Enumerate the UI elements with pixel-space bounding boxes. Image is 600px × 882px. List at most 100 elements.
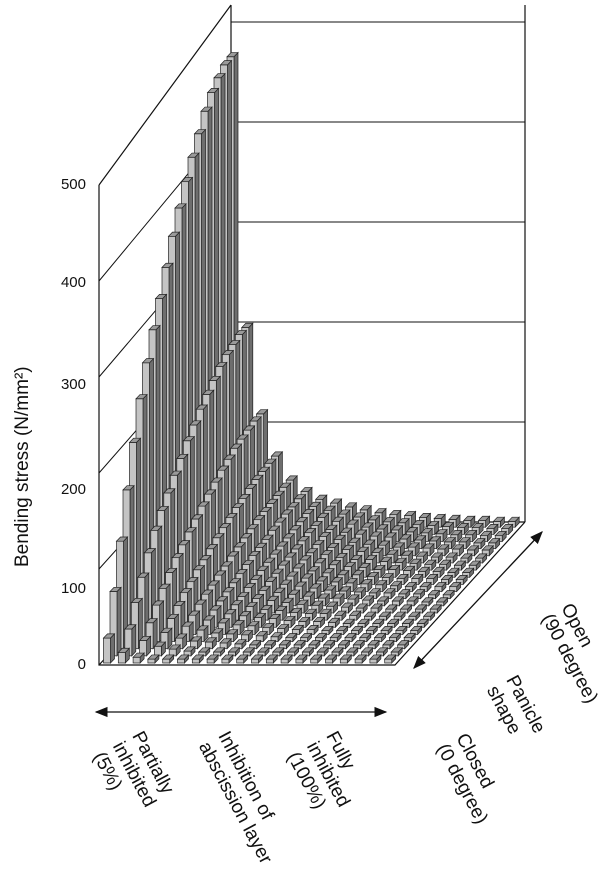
bar-top — [393, 611, 406, 617]
bar — [397, 588, 411, 600]
bar-top — [379, 556, 393, 562]
bar — [324, 654, 338, 664]
bar-top — [179, 588, 193, 594]
bar — [268, 613, 282, 629]
bar-top — [279, 579, 293, 585]
bar-top — [471, 523, 484, 528]
bar-top — [351, 570, 365, 576]
bar-top — [190, 514, 204, 520]
bar-top — [182, 436, 196, 442]
bar-top — [315, 576, 329, 582]
bar-top — [288, 525, 302, 531]
bar-top — [257, 647, 270, 653]
bar — [327, 617, 341, 629]
bar-side — [110, 632, 115, 664]
bar-top — [245, 602, 258, 608]
bar-top — [122, 485, 135, 491]
bar-top — [232, 620, 245, 626]
bar-top — [227, 647, 241, 653]
bar-top — [368, 588, 382, 594]
bar-front — [265, 658, 274, 664]
bar-top — [264, 576, 278, 582]
bar-top — [187, 152, 200, 158]
bar-top — [360, 579, 373, 585]
bar-top — [180, 177, 194, 183]
bar-top — [477, 515, 491, 521]
bar-top — [168, 644, 182, 650]
bar-front — [132, 656, 141, 664]
bar-top — [390, 525, 404, 531]
bar-top — [335, 626, 349, 631]
bar-top — [223, 454, 236, 460]
bar-top — [213, 570, 227, 576]
bar-top — [148, 325, 161, 331]
bar — [367, 639, 380, 650]
bar-top — [492, 516, 506, 522]
bar-top — [399, 534, 412, 540]
bar — [399, 604, 413, 614]
bar-top — [387, 564, 401, 570]
bar-front — [295, 658, 304, 664]
bar-top — [143, 548, 157, 554]
bar-top — [336, 570, 350, 576]
bar-side — [131, 623, 137, 657]
bar-top — [207, 580, 221, 586]
bar — [448, 581, 462, 593]
bar-top — [287, 589, 301, 595]
bar-top — [241, 560, 255, 565]
bar-top — [339, 654, 353, 660]
bar-top — [191, 654, 205, 660]
bar — [363, 611, 377, 621]
bar-front — [325, 658, 333, 664]
bar-top — [239, 533, 253, 539]
bar-top — [255, 409, 269, 415]
bar-top — [210, 477, 223, 483]
bar-top — [339, 527, 353, 533]
bar-top — [206, 88, 220, 93]
bar-top — [314, 633, 328, 639]
bar-top — [242, 647, 256, 653]
bar-top — [382, 640, 395, 646]
bar-top — [323, 505, 336, 511]
bar — [278, 639, 292, 650]
bar — [395, 625, 408, 636]
bar-top — [287, 502, 300, 508]
bar-top — [365, 626, 379, 631]
bar-top — [308, 501, 322, 507]
bar-top — [316, 647, 330, 653]
bar-top — [335, 553, 348, 558]
bar-top — [383, 654, 397, 660]
bar-top — [356, 546, 370, 552]
bar — [355, 603, 369, 614]
bar — [242, 646, 256, 657]
bar-top — [218, 523, 232, 529]
bar — [348, 610, 362, 621]
bar-top — [222, 587, 235, 593]
bar — [383, 587, 396, 600]
bar-top — [188, 420, 202, 426]
bar-top — [374, 580, 388, 586]
bar-top — [370, 603, 383, 609]
bar-top — [346, 519, 360, 525]
bar-top — [321, 626, 334, 631]
bar-top — [297, 536, 310, 542]
bar-top — [173, 601, 186, 606]
bar-top — [227, 340, 241, 345]
bar-top — [278, 482, 292, 488]
bar-top — [340, 602, 354, 608]
bar — [235, 654, 249, 664]
bar-top — [397, 518, 410, 524]
bar — [384, 604, 398, 614]
bar — [360, 646, 374, 657]
bar-top — [399, 604, 413, 610]
bar-top — [448, 514, 461, 520]
bar-top — [149, 525, 163, 531]
bar-top — [371, 618, 385, 624]
bar — [386, 618, 400, 629]
bar — [248, 639, 262, 650]
bar-top — [328, 560, 342, 566]
bar-top — [325, 601, 339, 607]
bar-top — [161, 654, 175, 660]
bar-top — [355, 603, 369, 609]
bar-front — [384, 658, 393, 664]
